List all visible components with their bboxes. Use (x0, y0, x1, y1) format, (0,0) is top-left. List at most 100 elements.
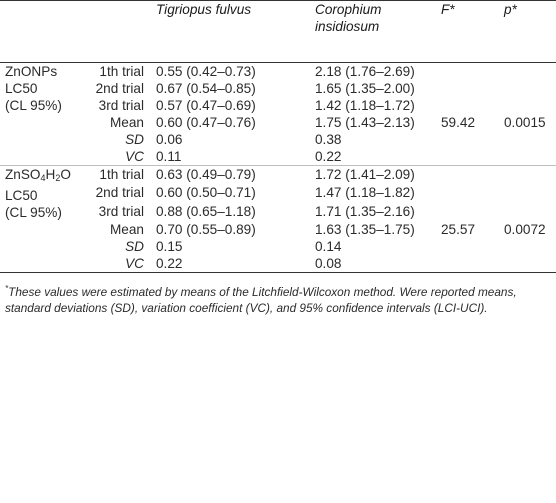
trial-label: SD (125, 132, 144, 147)
f-value (437, 255, 500, 273)
corophium-value: 2.18 (1.76–2.69) (315, 64, 415, 79)
table-row: SD 0.06 0.38 (0, 131, 556, 148)
header-blank-1 (0, 1, 82, 63)
corophium-value: 1.63 (1.35–1.75) (315, 222, 415, 237)
trial-label: Mean (109, 222, 144, 237)
header-row: Tigriopus fulvus Corophium insidiosum F*… (0, 1, 556, 63)
corophium-value: 1.72 (1.41–2.09) (311, 165, 437, 185)
trial-label: Mean (109, 115, 144, 130)
f-value (437, 63, 500, 81)
f-value: 25.57 (441, 222, 476, 237)
p-value (500, 63, 556, 81)
table-header: Tigriopus fulvus Corophium insidiosum F*… (0, 0, 556, 63)
tigriopus-value: 0.70 (0.55–0.89) (156, 222, 256, 237)
corophium-value: 0.14 (315, 239, 342, 254)
group-label-znso4h2o: ZnSO4H2O LC50 (CL 95%) (0, 165, 82, 221)
trial-label: SD (125, 239, 144, 254)
corophium-value: 0.22 (315, 149, 342, 164)
f-value (437, 131, 500, 148)
table-row: VC 0.22 0.08 (0, 255, 556, 273)
table-row: ZnONPs LC50 (CL 95%) 1th trial 0.55 (0.4… (0, 63, 556, 113)
group-label-spacer (0, 148, 82, 166)
f-value (437, 165, 500, 185)
table-row: 2nd trial 0.67 (0.54–0.85) 1.65 (1.35–2.… (0, 80, 556, 97)
corophium-value: 1.71 (1.35–2.16) (315, 203, 415, 219)
trial-label: 1th trial (82, 165, 152, 185)
group-label-spacer (0, 131, 82, 148)
tigriopus-value: 0.67 (0.54–0.85) (156, 81, 256, 96)
p-value (500, 97, 556, 114)
tigriopus-value: 0.55 (0.42–0.73) (156, 64, 256, 79)
trial-label: VC (125, 149, 144, 164)
corophium-value: 1.75 (1.43–2.13) (315, 115, 415, 130)
p-value (500, 80, 556, 97)
tigriopus-value: 0.60 (0.47–0.76) (156, 115, 256, 130)
header-species-tigriopus: Tigriopus fulvus (156, 2, 252, 17)
p-value: 0.0072 (504, 222, 546, 237)
p-value: 0.0015 (504, 115, 546, 130)
tigriopus-value: 0.57 (0.47–0.69) (156, 98, 256, 113)
table-row: VC 0.11 0.22 (0, 148, 556, 166)
trial-label: 3rd trial (98, 98, 144, 113)
group-label-spacer (0, 114, 82, 131)
f-value (437, 148, 500, 166)
tigriopus-value: 0.63 (0.49–0.79) (152, 165, 311, 185)
table-row: Mean 0.70 (0.55–0.89) 1.63 (1.35–1.75) 2… (0, 221, 556, 238)
corophium-value: 1.65 (1.35–2.00) (315, 81, 415, 96)
trial-label: 2nd trial (95, 81, 144, 96)
f-value (437, 238, 500, 255)
f-value: 59.42 (441, 115, 476, 130)
header-species-corophium-line1: Corophium (315, 2, 382, 17)
p-value (500, 131, 556, 148)
trial-label: 2nd trial (95, 185, 144, 201)
p-value (500, 238, 556, 255)
table-row: SD 0.15 0.14 (0, 238, 556, 255)
p-value (500, 203, 556, 221)
table-row: ZnSO4H2O LC50 (CL 95%) 1th trial 0.63 (0… (0, 165, 556, 221)
tigriopus-value: 0.06 (156, 132, 183, 147)
results-table-container: Tigriopus fulvus Corophium insidiosum F*… (0, 0, 556, 316)
f-value (437, 80, 500, 97)
table-row: Mean 0.60 (0.47–0.76) 1.75 (1.43–2.13) 5… (0, 114, 556, 131)
table-body: ZnONPs LC50 (CL 95%) 1th trial 0.55 (0.4… (0, 63, 556, 273)
group-label-line: LC50 (5, 188, 38, 203)
header-f-statistic: F* (441, 2, 455, 17)
trial-label: 1th trial (99, 64, 144, 79)
footnote-marker: * (5, 284, 9, 293)
group-label-line: (CL 95%) (5, 205, 62, 220)
tigriopus-value: 0.11 (156, 149, 182, 164)
group-label-spacer (0, 221, 82, 238)
corophium-value: 0.08 (315, 256, 342, 271)
f-value (437, 97, 500, 114)
table-row: 2nd trial 0.60 (0.50–0.71) 1.47 (1.18–1.… (0, 184, 556, 202)
p-value (500, 165, 556, 185)
group-label-znonps: ZnONPs LC50 (CL 95%) (0, 63, 82, 115)
f-value (437, 203, 500, 221)
header-species-corophium: Corophium insidiosum (311, 1, 437, 63)
p-value (500, 255, 556, 273)
corophium-value: 1.42 (1.18–1.72) (315, 98, 415, 113)
p-value (500, 184, 556, 202)
corophium-value: 0.38 (315, 132, 342, 147)
group-label-line: LC50 (5, 81, 38, 96)
trial-label: VC (125, 256, 144, 271)
tigriopus-value: 0.88 (0.65–1.18) (156, 203, 256, 219)
corophium-value: 1.47 (1.18–1.82) (315, 185, 415, 201)
trial-label: 3rd trial (98, 203, 144, 219)
header-p-value: p* (504, 2, 517, 17)
tigriopus-value: 0.22 (156, 256, 183, 271)
table-row: 3rd trial 0.88 (0.65–1.18) 1.71 (1.35–2.… (0, 203, 556, 221)
group-label-line: (CL 95%) (5, 98, 62, 113)
lc50-results-table: Tigriopus fulvus Corophium insidiosum F*… (0, 0, 556, 273)
p-value (500, 148, 556, 166)
group-label-line: ZnSO4H2O (5, 167, 71, 183)
group-label-line: ZnONPs (5, 64, 58, 79)
table-row: 3rd trial 0.57 (0.47–0.69) 1.42 (1.18–1.… (0, 97, 556, 114)
f-value (437, 184, 500, 202)
tigriopus-value: 0.60 (0.50–0.71) (156, 185, 256, 201)
tigriopus-value: 0.15 (156, 239, 183, 254)
header-species-corophium-line2: insidiosum (315, 19, 380, 34)
group-label-spacer (0, 238, 82, 255)
footnote-text: These values were estimated by means of … (5, 284, 517, 316)
header-blank-2 (82, 1, 152, 63)
